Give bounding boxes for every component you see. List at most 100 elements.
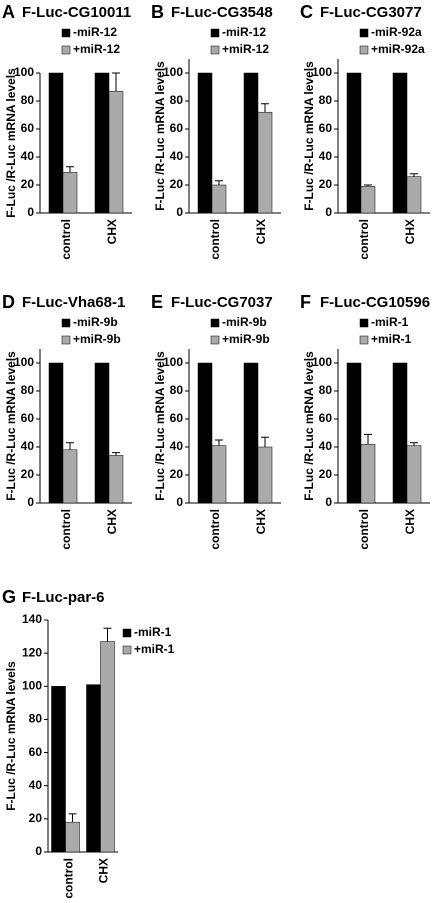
- bar: [94, 362, 110, 504]
- x-tick-label: CHX: [403, 509, 417, 534]
- legend-swatch: [359, 318, 369, 328]
- x-tick-label: control: [208, 219, 222, 260]
- x-tick-label: CHX: [105, 219, 119, 244]
- bar: [108, 455, 124, 504]
- x-tick-label: CHX: [254, 219, 268, 244]
- y-tick-label: 80: [170, 383, 184, 397]
- chart-title: F-Luc-CG3077: [320, 4, 422, 21]
- x-tick-label: control: [62, 858, 76, 898]
- y-tick-label: 0: [27, 205, 34, 219]
- legend-swatch: [359, 28, 369, 38]
- y-tick-label: 20: [319, 467, 333, 481]
- legend-swatch: [210, 45, 220, 55]
- error-bar: [112, 452, 120, 456]
- legend-label: -miR-92a: [371, 25, 422, 39]
- legend-label: -miR-9b: [222, 315, 267, 329]
- bar: [211, 445, 227, 504]
- error-bar: [68, 813, 77, 823]
- bar: [346, 72, 362, 214]
- legend-label: +miR-12: [73, 42, 120, 56]
- error-bar: [112, 72, 120, 92]
- legend-swatch: [210, 335, 220, 345]
- y-tick-label: 80: [319, 93, 333, 107]
- bar: [406, 176, 422, 214]
- legend-label: -miR-1: [371, 315, 409, 329]
- error-bar: [215, 180, 223, 185]
- y-tick-label: 20: [21, 467, 35, 481]
- legend-swatch: [61, 318, 71, 328]
- y-axis-label: F-Luc /R-Luc mRNA levels: [4, 351, 18, 501]
- chart-title: F-Luc-par-6: [22, 589, 105, 606]
- bar: [211, 184, 227, 214]
- bar: [243, 72, 259, 214]
- panel-letter: G: [2, 587, 16, 607]
- y-axis-label: F-Luc /R-Luc mRNA levels: [153, 351, 167, 501]
- y-tick-label: 40: [319, 439, 333, 453]
- error-bar: [364, 184, 372, 187]
- y-tick-label: 60: [170, 121, 184, 135]
- bar: [257, 111, 273, 214]
- y-tick-label: 100: [312, 355, 332, 369]
- y-tick-label: 60: [21, 411, 35, 425]
- bar: [108, 90, 124, 214]
- y-tick-label: 100: [312, 65, 332, 79]
- y-tick-label: 0: [325, 495, 332, 509]
- y-axis-label: F-Luc /R-Luc mRNA levels: [4, 68, 18, 218]
- error-bar: [66, 166, 74, 173]
- bar: [392, 72, 408, 214]
- legend-label: -miR-9b: [73, 315, 118, 329]
- chart-title: F-Luc-CG3548: [171, 4, 273, 21]
- y-tick-label: 0: [176, 205, 183, 219]
- y-tick-label: 60: [319, 121, 333, 135]
- y-tick-label: 60: [21, 121, 35, 135]
- y-axis-label: F-Luc /R-Luc mRNA levels: [302, 61, 316, 211]
- y-tick-label: 20: [170, 467, 184, 481]
- y-tick-label: 0: [325, 205, 332, 219]
- x-tick-label: CHX: [97, 858, 111, 883]
- y-tick-label: 40: [170, 439, 184, 453]
- y-tick-label: 80: [29, 712, 43, 726]
- error-bar: [410, 173, 418, 177]
- y-tick-label: 140: [22, 612, 42, 626]
- y-tick-label: 100: [14, 65, 34, 79]
- error-bar: [103, 627, 112, 642]
- y-tick-label: 0: [176, 495, 183, 509]
- y-tick-label: 40: [170, 149, 184, 163]
- y-tick-label: 20: [21, 177, 35, 191]
- x-tick-label: control: [59, 509, 73, 550]
- bar: [51, 686, 66, 853]
- chart-title: F-Luc-CG7037: [171, 294, 273, 311]
- bar: [94, 72, 110, 214]
- x-tick-label: CHX: [105, 509, 119, 534]
- y-tick-label: 40: [21, 149, 35, 163]
- x-tick-label: control: [208, 509, 222, 550]
- x-tick-label: CHX: [254, 509, 268, 534]
- panel-letter: D: [2, 292, 15, 312]
- y-tick-label: 100: [22, 678, 42, 692]
- bar: [346, 362, 362, 504]
- error-bar: [410, 442, 418, 446]
- bar: [62, 172, 78, 214]
- chart-title: F-Luc-CG10596: [320, 294, 430, 311]
- x-tick-label: control: [59, 219, 73, 260]
- bar: [360, 186, 376, 214]
- bar: [48, 72, 64, 214]
- legend-label: -miR-12: [222, 25, 266, 39]
- y-tick-label: 120: [22, 645, 42, 659]
- y-tick-label: 40: [29, 778, 43, 792]
- legend-label: +miR-1: [134, 642, 175, 656]
- legend-swatch: [61, 45, 71, 55]
- bar: [197, 72, 213, 214]
- error-bar: [261, 436, 269, 447]
- y-tick-label: 20: [170, 177, 184, 191]
- bar: [100, 641, 115, 853]
- legend-label: -miR-1: [134, 625, 172, 639]
- bar: [48, 362, 64, 504]
- chart-title: F-Luc-Vha68-1: [22, 294, 125, 311]
- bar: [243, 362, 259, 504]
- legend-swatch: [210, 318, 220, 328]
- x-tick-label: control: [357, 509, 371, 550]
- y-tick-label: 100: [163, 65, 183, 79]
- legend-swatch: [61, 28, 71, 38]
